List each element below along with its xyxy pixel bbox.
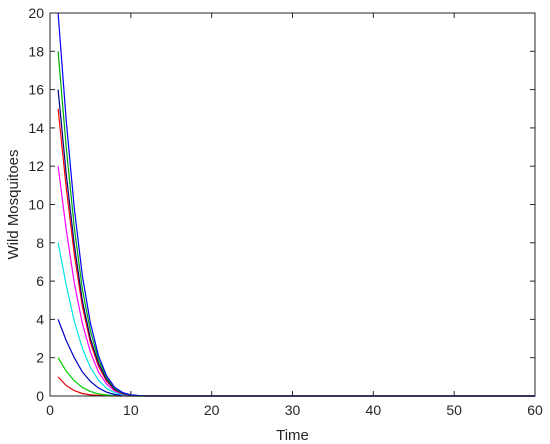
tick-layer: 0 10 20 30 40 50 60 0 2 4 6 8 10 12 14 16 18 20: [28, 5, 543, 418]
plot-frame: [49, 12, 536, 397]
y-tick-label: 10: [28, 197, 44, 213]
y-tick-label: 16: [28, 82, 44, 98]
y-tick-label: 6: [36, 273, 44, 289]
y-axis-title: Wild Mosquitoes: [5, 149, 22, 259]
y-tick-label: 2: [36, 350, 44, 366]
x-axis-title: Time: [276, 427, 309, 444]
plot-area: [50, 13, 535, 396]
y-tick-label: 18: [28, 43, 44, 59]
y-tick-label: 14: [28, 120, 44, 136]
y-tick-label: 12: [28, 158, 44, 174]
x-tick-label: 60: [527, 402, 543, 418]
x-tick-label: 10: [123, 402, 139, 418]
y-tick-label: 8: [36, 235, 44, 251]
x-tick-label: 30: [285, 402, 301, 418]
y-tick-label: 20: [28, 5, 44, 21]
x-tick-label: 20: [204, 402, 220, 418]
x-tick-label: 50: [446, 402, 462, 418]
x-tick-label: 0: [46, 402, 54, 418]
x-tick-label: 40: [366, 402, 382, 418]
y-tick-label: 4: [36, 311, 44, 327]
y-tick-label: 0: [36, 388, 44, 404]
